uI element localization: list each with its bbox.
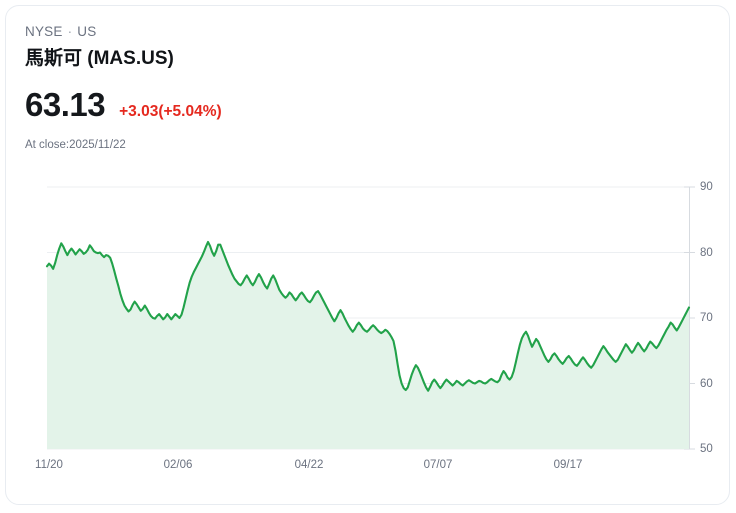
y-axis-label: 50 bbox=[700, 443, 713, 455]
x-axis-label: 02/06 bbox=[163, 459, 193, 471]
exchange-label: NYSE bbox=[25, 24, 63, 39]
exchange-separator: · bbox=[67, 24, 73, 39]
price-change: +3.03(+5.04%) bbox=[119, 103, 222, 120]
page-title: 馬斯可 (MAS.US) bbox=[25, 48, 174, 69]
y-axis-label: 60 bbox=[700, 377, 713, 390]
price-line bbox=[45, 240, 691, 392]
x-axis-labels: 11/20 02/06 04/22 07/07 09/17 bbox=[6, 458, 729, 478]
y-axis-label: 90 bbox=[700, 181, 713, 193]
region-label: US bbox=[77, 24, 97, 39]
x-axis-label: 09/17 bbox=[553, 459, 583, 471]
y-axis-labels: 50 60 70 80 90 bbox=[696, 166, 729, 466]
y-axis-label: 80 bbox=[700, 246, 713, 259]
x-axis-label: 11/20 bbox=[35, 459, 63, 471]
current-price: 63.13 bbox=[25, 86, 106, 123]
x-axis-label: 07/07 bbox=[423, 459, 453, 471]
x-axis-label: 04/22 bbox=[294, 459, 324, 471]
price-row: 63.13 +3.03(+5.04%) bbox=[25, 86, 525, 124]
y-axis-label: 70 bbox=[700, 312, 713, 324]
close-timestamp: At close:2025/11/22 bbox=[25, 139, 126, 151]
price-chart-svg[interactable] bbox=[6, 166, 730, 466]
exchange-region-line: NYSE · US bbox=[25, 23, 525, 41]
quote-header: NYSE · US 馬斯可 (MAS.US) 63.13 +3.03(+5.04%)… bbox=[25, 23, 525, 153]
stock-quote-card: NYSE · US 馬斯可 (MAS.US) 63.13 +3.03(+5.04%)… bbox=[5, 5, 730, 505]
price-chart[interactable]: 50 60 70 80 90 11/20 02/06 04/22 07/07 09/17 bbox=[6, 166, 730, 486]
price-area-fill bbox=[47, 242, 689, 449]
